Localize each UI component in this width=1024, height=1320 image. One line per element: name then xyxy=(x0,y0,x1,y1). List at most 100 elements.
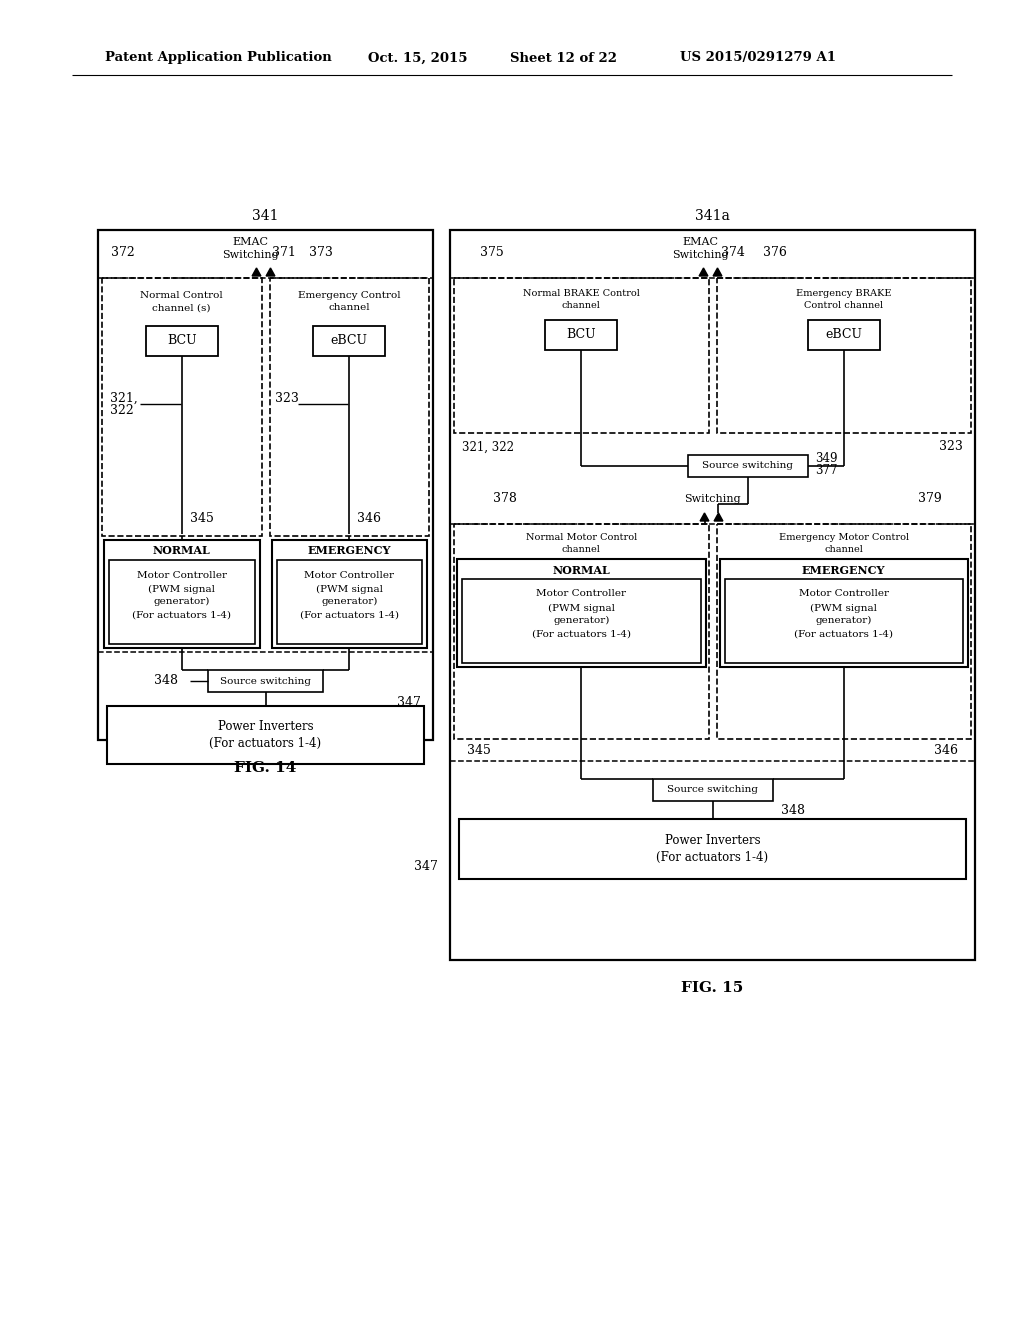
Text: 378: 378 xyxy=(494,492,517,506)
Text: generator): generator) xyxy=(154,597,210,606)
Bar xyxy=(313,326,385,356)
Text: eBCU: eBCU xyxy=(331,334,368,347)
Text: 376: 376 xyxy=(763,246,786,259)
Text: Control channel: Control channel xyxy=(804,301,884,309)
Text: BCU: BCU xyxy=(167,334,197,347)
Text: Emergency Control: Emergency Control xyxy=(298,292,400,301)
Text: NORMAL: NORMAL xyxy=(153,545,211,557)
Bar xyxy=(808,319,880,350)
Text: Oct. 15, 2015: Oct. 15, 2015 xyxy=(368,51,468,65)
Text: 341a: 341a xyxy=(695,209,730,223)
Text: channel: channel xyxy=(329,304,370,313)
Text: US 2015/0291279 A1: US 2015/0291279 A1 xyxy=(680,51,836,65)
Text: Switching: Switching xyxy=(222,249,279,260)
Text: (For actuators 1-4): (For actuators 1-4) xyxy=(795,630,893,639)
Text: Patent Application Publication: Patent Application Publication xyxy=(105,51,332,65)
Text: 347: 347 xyxy=(414,861,438,874)
Text: channel: channel xyxy=(562,544,601,553)
Text: Power Inverters: Power Inverters xyxy=(665,834,760,847)
Bar xyxy=(725,579,963,663)
Text: Motor Controller: Motor Controller xyxy=(537,590,627,598)
Text: Emergency BRAKE: Emergency BRAKE xyxy=(796,289,892,298)
Text: Motor Controller: Motor Controller xyxy=(137,570,226,579)
Polygon shape xyxy=(713,268,722,276)
Bar xyxy=(208,671,323,692)
Text: (For actuators 1-4): (For actuators 1-4) xyxy=(656,850,769,863)
Bar xyxy=(271,540,427,648)
Text: (PWM signal: (PWM signal xyxy=(810,603,878,612)
Text: Motor Controller: Motor Controller xyxy=(304,570,394,579)
Text: EMAC: EMAC xyxy=(232,238,268,247)
Bar xyxy=(454,524,709,739)
Text: 348: 348 xyxy=(154,675,178,688)
Bar xyxy=(687,455,808,477)
Bar xyxy=(545,319,617,350)
Text: 341: 341 xyxy=(252,209,279,223)
Text: 321,: 321, xyxy=(110,392,138,404)
Text: EMERGENCY: EMERGENCY xyxy=(307,545,391,557)
Text: FIG. 15: FIG. 15 xyxy=(681,981,743,995)
Text: FIG. 14: FIG. 14 xyxy=(234,762,297,775)
Text: 371: 371 xyxy=(271,246,296,259)
Bar xyxy=(276,560,422,644)
Bar xyxy=(269,279,429,536)
Text: Source switching: Source switching xyxy=(220,676,311,685)
Text: 379: 379 xyxy=(919,492,942,506)
Polygon shape xyxy=(252,268,261,276)
Text: Source switching: Source switching xyxy=(667,785,758,795)
Text: 348: 348 xyxy=(780,804,805,817)
Bar xyxy=(145,326,218,356)
Text: EMERGENCY: EMERGENCY xyxy=(802,565,886,576)
Bar xyxy=(720,558,968,667)
Bar xyxy=(652,779,772,801)
Text: channel: channel xyxy=(824,544,863,553)
Text: 349: 349 xyxy=(815,453,838,466)
Text: 374: 374 xyxy=(721,246,744,259)
Text: (PWM signal: (PWM signal xyxy=(315,585,383,594)
Text: generator): generator) xyxy=(815,615,872,624)
Text: (For actuators 1-4): (For actuators 1-4) xyxy=(531,630,631,639)
Text: 346: 346 xyxy=(934,744,958,758)
Text: 377: 377 xyxy=(815,465,838,478)
Polygon shape xyxy=(266,268,274,276)
Bar xyxy=(717,279,971,433)
Text: BCU: BCU xyxy=(566,329,596,342)
Text: 346: 346 xyxy=(357,511,381,524)
Text: 323: 323 xyxy=(274,392,298,404)
Text: 372: 372 xyxy=(112,246,135,259)
Bar xyxy=(459,818,966,879)
Text: 322: 322 xyxy=(110,404,134,417)
Text: eBCU: eBCU xyxy=(825,329,862,342)
Text: Sheet 12 of 22: Sheet 12 of 22 xyxy=(510,51,617,65)
Text: 345: 345 xyxy=(467,744,490,758)
Text: (For actuators 1-4): (For actuators 1-4) xyxy=(210,737,322,750)
Bar xyxy=(98,230,433,741)
Text: (PWM signal: (PWM signal xyxy=(548,603,614,612)
Bar xyxy=(106,706,424,764)
Text: generator): generator) xyxy=(322,597,378,606)
Bar xyxy=(450,230,975,960)
Bar xyxy=(462,579,700,663)
Text: Motor Controller: Motor Controller xyxy=(799,590,889,598)
Bar xyxy=(457,558,706,667)
Text: (For actuators 1-4): (For actuators 1-4) xyxy=(300,610,398,619)
Text: 375: 375 xyxy=(480,246,504,259)
Text: 373: 373 xyxy=(308,246,333,259)
Text: 347: 347 xyxy=(397,696,421,709)
Text: Normal Motor Control: Normal Motor Control xyxy=(525,533,637,543)
Text: EMAC: EMAC xyxy=(683,238,719,247)
Text: Power Inverters: Power Inverters xyxy=(218,721,313,734)
Text: (For actuators 1-4): (For actuators 1-4) xyxy=(132,610,231,619)
Bar xyxy=(102,279,261,536)
Polygon shape xyxy=(699,268,708,276)
Text: Source switching: Source switching xyxy=(702,462,793,470)
Polygon shape xyxy=(714,513,723,521)
Text: generator): generator) xyxy=(553,615,609,624)
Bar xyxy=(454,279,709,433)
Text: NORMAL: NORMAL xyxy=(552,565,610,576)
Text: Normal BRAKE Control: Normal BRAKE Control xyxy=(523,289,640,298)
Polygon shape xyxy=(700,513,709,521)
Text: channel (s): channel (s) xyxy=(153,304,211,313)
Text: (PWM signal: (PWM signal xyxy=(148,585,215,594)
Text: Switching: Switching xyxy=(672,249,729,260)
